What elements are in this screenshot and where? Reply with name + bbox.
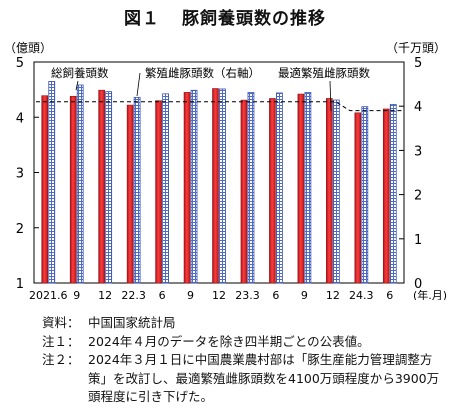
bar-breeding-sows [389,104,397,284]
x-tick-label: 22.3 [121,289,146,300]
bar-total-inventory [326,98,333,284]
bar-breeding-sows [332,99,340,284]
bar-breeding-sows [133,96,141,284]
legend-leader-line [75,80,79,91]
note-source: 資料： 中国国家統計局 [42,314,447,333]
bar-total-inventory [354,112,362,284]
left-axis-tick-label: 1 [16,277,24,292]
note-text: 中国国家統計局 [88,315,176,330]
bar-total-inventory [183,92,191,284]
bar-total-inventory [98,89,105,284]
bar-total-inventory [382,108,390,284]
x-tick-label: 6 [272,289,279,300]
note-label: 注２： [42,352,80,368]
legend-breeding-sows: 繁殖雌豚頭数（右軸） [145,66,260,80]
x-tick-label: 6 [386,289,393,300]
legend-total-inventory: 総飼養頭数 [51,66,109,80]
legend-optimal-sows: 最適繁殖雌豚頭数 [278,66,370,80]
right-axis-unit: （千万頭） [386,41,446,55]
chart-title: 図１ 豚飼養頭数の推移 [0,4,450,29]
x-tick-label: 23.3 [235,289,260,300]
right-axis-tick-label: 0 [414,277,422,292]
bar-total-inventory [69,95,77,284]
right-axis-tick-label: 3 [414,144,422,159]
figure-number: 図１ [124,9,160,29]
x-tick-label: 9 [187,289,194,300]
x-tick-label: 12 [212,289,226,300]
note-2: 注２： 2024年３月１日に中国農業農村部は「豚生産能力管理調整方策」を改訂し、… [42,351,447,407]
bar-breeding-sows [190,89,198,284]
x-tick-label: 6 [159,289,166,300]
optimal-sows-line [36,101,402,112]
bar-breeding-sows [48,81,56,284]
x-tick-label: 2021.6 [29,289,68,300]
right-axis-tick-label: 2 [414,189,422,204]
right-axis-tick-label: 1 [414,233,422,248]
bar-total-inventory [240,99,248,284]
x-tick-label: 12 [98,289,112,300]
note-label: 注１： [42,333,80,349]
legend-leader-line [136,72,141,97]
bar-breeding-sows [162,93,169,284]
bar-total-inventory [212,88,219,284]
notes: 資料： 中国国家統計局 注１： 2024年４月のデータを除き四半期ごとの公表値。… [42,314,447,407]
bar-breeding-sows [276,92,283,284]
x-tick-label: 12 [326,289,340,300]
left-axis-tick-label: 5 [16,56,24,71]
note-1: 注１： 2024年４月のデータを除き四半期ごとの公表値。 [42,333,447,352]
x-tick-label: 9 [73,289,80,300]
bar-breeding-sows [105,91,113,284]
bar-breeding-sows [304,92,312,284]
note-text: 2024年４月のデータを除き四半期ごとの公表値。 [88,333,370,349]
right-axis-tick-label: 4 [414,100,422,115]
left-axis-tick-label: 3 [16,167,24,182]
note-text: 2024年３月１日に中国農業農村部は「豚生産能力管理調整方策」を改訂し、最適繁殖… [88,352,440,405]
bar-total-inventory [41,95,49,284]
left-axis-tick-label: 4 [16,111,24,126]
bar-total-inventory [269,98,276,284]
bar-breeding-sows [219,88,226,284]
legend-leader-line [329,80,332,112]
bar-breeding-sows [247,92,255,284]
bar-breeding-sows [361,106,369,284]
bar-total-inventory [297,93,305,284]
figure-title: 豚飼養頭数の推移 [182,9,326,29]
bar-total-inventory [126,104,134,284]
bar-breeding-sows [76,84,84,284]
x-axis-unit: (年.月) [413,288,447,300]
left-axis-tick-label: 2 [16,222,24,237]
plot-frame [33,61,405,284]
left-axis-unit: （億頭） [4,41,52,55]
right-axis-tick-label: 5 [414,56,422,71]
bar-total-inventory [155,100,162,284]
note-label: 資料： [42,315,80,330]
x-tick-label: 9 [301,289,308,300]
x-tick-label: 24.3 [349,289,374,300]
